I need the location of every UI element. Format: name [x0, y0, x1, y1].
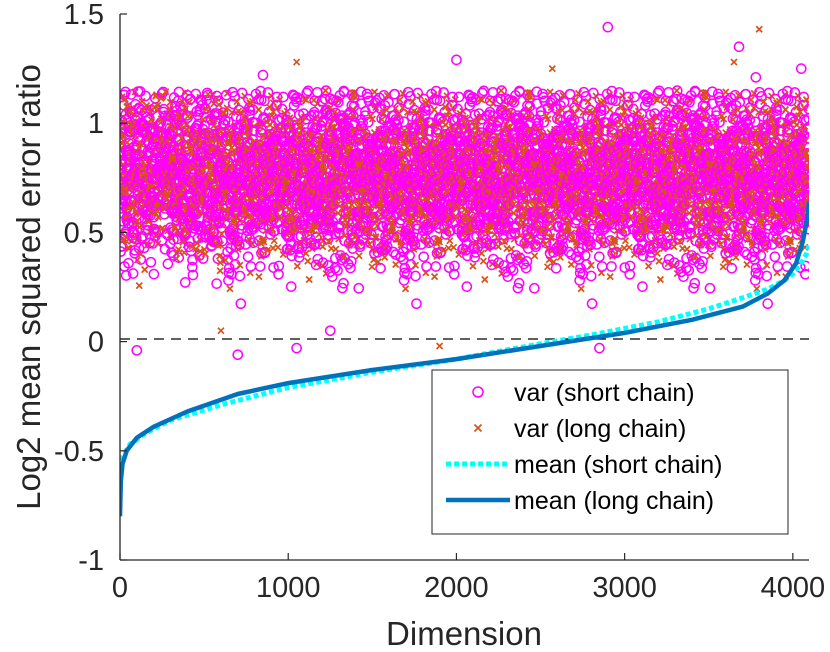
scatter-point-long-chain: [305, 275, 313, 284]
scatter-point-long-chain: [478, 249, 486, 257]
scatter-point-short-chain: [148, 268, 160, 280]
scatter-point-long-chain: [304, 257, 312, 265]
scatter-point-short-chain: [487, 86, 499, 98]
scatter-point-short-chain: [162, 258, 174, 270]
scatter-point-short-chain: [157, 86, 169, 98]
scatter-point-long-chain: [401, 285, 410, 293]
scatter-point-short-chain: [430, 261, 442, 272]
scatter-point-short-chain: [234, 270, 246, 282]
scatter-point-long-chain: [254, 105, 263, 114]
scatter-point-short-chain: [461, 281, 473, 292]
scatter-point-long-chain: [141, 266, 149, 274]
scatter-point-short-chain: [410, 270, 421, 282]
scatter-point-short-chain: [211, 278, 223, 289]
scatter-point-short-chain: [311, 86, 323, 98]
scatter-point-short-chain: [421, 261, 432, 272]
scatter-point-long-chain: [355, 252, 363, 260]
scatter-point-long-chain: [479, 257, 488, 265]
scatter-point-long-chain: [175, 113, 183, 121]
scatter-point-long-chain: [266, 121, 274, 129]
scatter-point-long-chain: [166, 98, 174, 106]
scatter-point-long-chain: [497, 86, 505, 95]
scatter-point-long-chain: [202, 105, 210, 113]
scatter-point-long-chain: [270, 237, 278, 245]
scatter-point-long-chain: [215, 252, 224, 260]
scatter-point-long-chain: [446, 237, 454, 245]
scatter-point-long-chain: [255, 273, 263, 281]
scatter-point-long-chain: [196, 247, 204, 255]
scatter-point-long-chain: [449, 243, 458, 251]
scatter-point-short-chain: [137, 231, 148, 242]
scatter-point-long-chain: [531, 252, 539, 260]
scatter-point-short-chain: [168, 234, 179, 245]
scatter-point-long-chain: [135, 282, 143, 290]
scatter-point-short-chain: [418, 251, 430, 263]
scatter-point-long-chain: [430, 105, 438, 114]
scatter-point-short-chain: [245, 261, 257, 272]
scatter-point-short-chain: [453, 91, 465, 103]
scatter-point-long-chain: [133, 256, 142, 264]
scatter-point-short-chain: [120, 86, 131, 98]
scatter-point-short-chain: [152, 225, 164, 237]
scatter-point-short-chain: [191, 120, 203, 132]
scatter-point-short-chain: [242, 251, 254, 263]
scatter-point-long-chain: [302, 249, 310, 257]
scatter-point-short-chain: [254, 261, 266, 272]
scatter-point-short-chain: [186, 261, 198, 273]
scatter-point-short-chain: [209, 236, 221, 248]
scatter-point-short-chain: [187, 269, 199, 281]
scatter-point-long-chain: [319, 242, 327, 251]
scatter-point-short-chain: [120, 270, 132, 281]
scatter-point-long-chain: [184, 112, 192, 120]
scatter-point-short-chain: [127, 268, 139, 279]
scatter-point-short-chain: [285, 281, 297, 292]
scatter-point-short-chain: [528, 282, 540, 294]
scatter-point-short-chain: [190, 208, 202, 220]
scatter-point-long-chain: [158, 224, 167, 232]
scatter-point-long-chain: [368, 263, 376, 271]
scatter-point-long-chain: [274, 243, 282, 251]
scatter-point-short-chain: [145, 256, 157, 268]
scatter-point-long-chain: [441, 121, 450, 129]
scatter-point-short-chain: [131, 233, 142, 245]
scatter-point-short-chain: [197, 253, 209, 264]
scatter-point-short-chain: [159, 243, 171, 255]
scatter-point-long-chain: [162, 88, 170, 96]
scatter-point-short-chain: [411, 298, 422, 310]
scatter-point-long-chain: [174, 245, 183, 254]
scatter-point-long-chain: [187, 142, 195, 150]
scatter-point-long-chain: [215, 101, 223, 109]
scatter-point-short-chain: [210, 108, 222, 119]
scatter-point-short-chain: [140, 90, 151, 102]
scatter-point-short-chain: [235, 298, 247, 310]
scatter-point-long-chain: [147, 116, 156, 124]
scatter-point-long-chain: [201, 250, 209, 258]
scatter-layer: [120, 21, 809, 361]
scatter-point-long-chain: [469, 262, 477, 270]
scatter-point-long-chain: [481, 275, 489, 284]
scatter-point-long-chain: [216, 259, 225, 267]
scatter-point-short-chain: [277, 91, 289, 103]
scatter-point-long-chain: [321, 86, 330, 95]
scatter-point-long-chain: [430, 273, 439, 281]
scatter-point-short-chain: [123, 257, 134, 269]
scatter-point-long-chain: [150, 103, 158, 111]
scatter-point-long-chain: [494, 242, 502, 251]
scatter-point-short-chain: [182, 112, 193, 123]
scatter-point-short-chain: [136, 232, 147, 244]
scatter-point-long-chain: [293, 262, 301, 270]
scatter-point-long-chain: [392, 260, 400, 269]
scatter-point-long-chain: [226, 285, 234, 293]
scatter-point-long-chain: [216, 267, 224, 275]
scatter-point-short-chain: [173, 252, 185, 263]
scatter-point-short-chain: [353, 282, 365, 294]
scatter-point-short-chain: [179, 277, 191, 288]
